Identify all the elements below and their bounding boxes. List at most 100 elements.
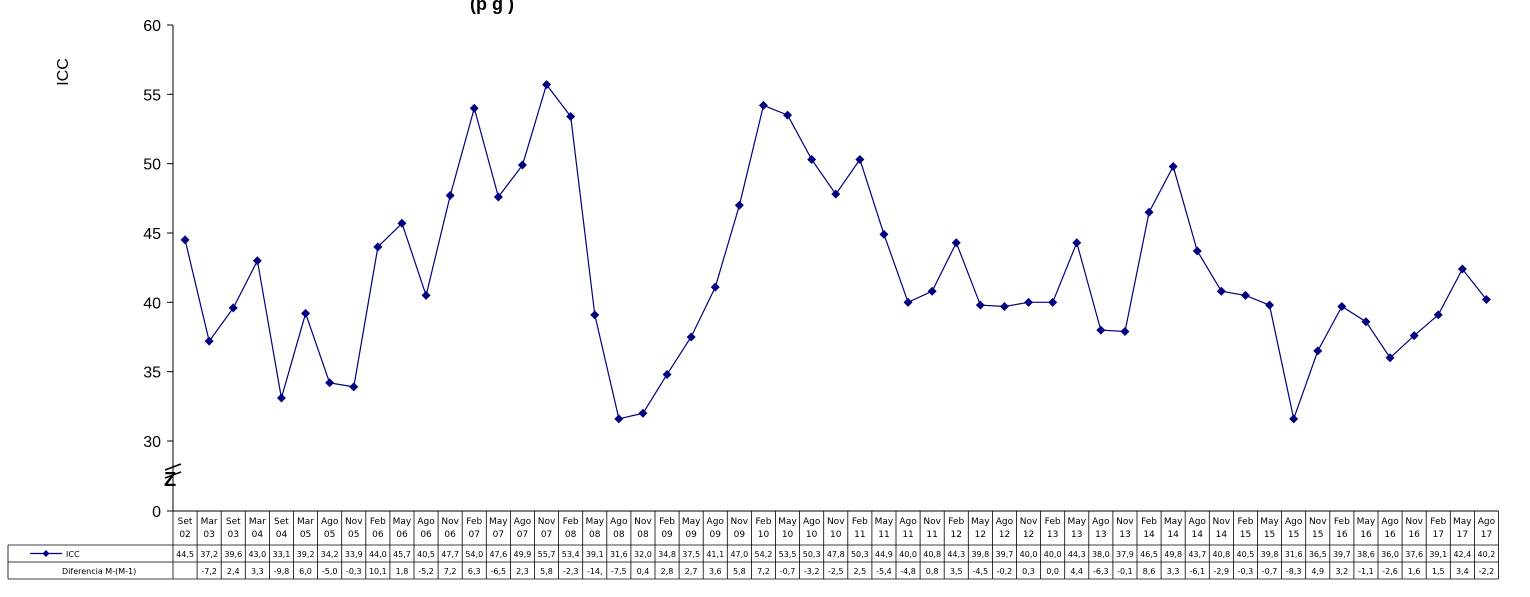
x-tick-label-year: 07 bbox=[493, 530, 504, 540]
x-tick-label-month: May bbox=[778, 517, 797, 527]
x-tick-label-year: 13 bbox=[1071, 530, 1082, 540]
x-tick-label-month: Ago bbox=[1092, 517, 1110, 527]
x-tick-label-year: 05 bbox=[324, 530, 335, 540]
x-tick-label-month: Mar bbox=[201, 517, 218, 527]
x-tick-label-year: 12 bbox=[975, 530, 986, 540]
table-cell-icc: 39,7 bbox=[1333, 550, 1351, 559]
x-tick-label-year: 10 bbox=[758, 530, 770, 540]
icc-data-point bbox=[614, 414, 624, 424]
x-tick-label-year: 09 bbox=[685, 530, 697, 540]
y-tick-label: 45 bbox=[143, 226, 161, 243]
y-axis: 0 30 35 40 45 50 55 60 bbox=[143, 18, 1499, 521]
y-tick-label: 0 bbox=[152, 504, 161, 521]
icc-data-point bbox=[1096, 325, 1106, 335]
x-tick-label-month: Ago bbox=[899, 517, 917, 527]
y-tick-label: 35 bbox=[143, 365, 161, 382]
icc-data-point bbox=[1240, 290, 1250, 300]
x-tick-label-year: 08 bbox=[613, 530, 625, 540]
table-cell-diff: 1,6 bbox=[1408, 567, 1421, 576]
x-tick-label-year: 09 bbox=[710, 530, 722, 540]
axis-break-mark: Z bbox=[164, 469, 176, 491]
x-tick-label-month: Feb bbox=[466, 517, 482, 527]
x-tick-label-month: Ago bbox=[514, 517, 532, 527]
x-tick-label-year: 05 bbox=[348, 530, 359, 540]
x-tick-label-month: May bbox=[489, 517, 508, 527]
x-tick-label-month: Feb bbox=[948, 517, 964, 527]
table-cell-diff: 4,9 bbox=[1311, 567, 1324, 576]
x-tick-label-month: Nov bbox=[345, 517, 363, 527]
x-tick-label-year: 07 bbox=[469, 530, 480, 540]
x-tick-label-month: Mar bbox=[249, 517, 266, 527]
icc-data-point bbox=[927, 286, 937, 296]
table-cell-icc: 37,9 bbox=[1116, 550, 1134, 559]
icc-data-point bbox=[807, 155, 817, 165]
table-cell-icc: 44,9 bbox=[875, 550, 893, 559]
x-tick-label-month: Nov bbox=[1405, 517, 1423, 527]
icc-data-point bbox=[590, 310, 600, 320]
x-tick-label-year: 15 bbox=[1240, 530, 1251, 540]
table-cell-diff: 7,2 bbox=[757, 567, 770, 576]
x-tick-label-year: 09 bbox=[661, 530, 673, 540]
x-tick-label-month: Nov bbox=[1213, 517, 1231, 527]
x-tick-label-year: 02 bbox=[179, 530, 190, 540]
y-tick-label: 30 bbox=[143, 434, 161, 451]
table-cell-icc: 39,1 bbox=[1429, 550, 1447, 559]
table-cell-diff: -1,1 bbox=[1358, 567, 1374, 576]
table-cell-icc: 40,8 bbox=[1212, 550, 1230, 559]
x-tick-label-month: Set bbox=[226, 517, 241, 527]
table-cell-diff: -7,5 bbox=[611, 567, 627, 576]
table-cell-diff: -5,0 bbox=[322, 567, 338, 576]
x-tick-label-month: Feb bbox=[370, 517, 386, 527]
x-tick-label-year: 13 bbox=[1047, 530, 1058, 540]
table-cell-icc: 53,4 bbox=[562, 550, 580, 559]
table-cell-diff: 3,5 bbox=[950, 567, 963, 576]
x-tick-label-year: 17 bbox=[1481, 530, 1492, 540]
table-cell-icc: 45,7 bbox=[393, 550, 411, 559]
table-cell-diff: 10,1 bbox=[369, 567, 387, 576]
x-tick-label-month: May bbox=[393, 517, 412, 527]
table-cell-diff: -0,1 bbox=[1117, 567, 1133, 576]
table-cell-diff: 3,6 bbox=[709, 567, 722, 576]
table-cell-diff: 1,5 bbox=[1432, 567, 1445, 576]
table-cell-icc: 40,0 bbox=[1020, 550, 1038, 559]
table-cell-diff: -2,2 bbox=[1479, 567, 1495, 576]
x-tick-label-month: Ago bbox=[321, 517, 339, 527]
x-tick-label-year: 10 bbox=[830, 530, 842, 540]
x-tick-label-month: Feb bbox=[1430, 517, 1446, 527]
x-tick-label-month: Feb bbox=[852, 517, 868, 527]
table-cell-icc: 38,6 bbox=[1357, 550, 1375, 559]
icc-data-point bbox=[373, 242, 383, 252]
table-cell-diff: 7,2 bbox=[444, 567, 457, 576]
table-cell-icc: 50,3 bbox=[803, 550, 821, 559]
table-cell-icc: 49,8 bbox=[1164, 550, 1182, 559]
table-cell-diff: -0,3 bbox=[346, 567, 362, 576]
icc-data-point bbox=[1385, 353, 1395, 363]
x-tick-label-year: 11 bbox=[854, 530, 865, 540]
icc-data-point bbox=[349, 382, 359, 392]
x-tick-label-month: Ago bbox=[610, 517, 628, 527]
x-tick-label-month: Set bbox=[178, 517, 193, 527]
table-cell-icc: 42,4 bbox=[1453, 550, 1471, 559]
table-cell-icc: 39,8 bbox=[1261, 550, 1279, 559]
x-tick-label-year: 16 bbox=[1336, 530, 1348, 540]
table-cell-diff: 2,5 bbox=[853, 567, 866, 576]
table-cell-icc: 40,0 bbox=[1044, 550, 1062, 559]
table-cell-icc: 37,5 bbox=[682, 550, 700, 559]
x-tick-label-month: Feb bbox=[1334, 517, 1350, 527]
icc-data-point bbox=[1024, 297, 1034, 307]
icc-series-line bbox=[184, 83, 1487, 422]
icc-data-point bbox=[1072, 238, 1082, 248]
table-cell-icc: 54,0 bbox=[465, 550, 483, 559]
x-tick-label-month: Ago bbox=[707, 517, 725, 527]
table-cell-icc: 44,3 bbox=[947, 550, 965, 559]
x-tick-label-month: May bbox=[1164, 517, 1183, 527]
x-tick-label-month: Feb bbox=[1141, 517, 1157, 527]
table-cell-diff: -6,1 bbox=[1189, 567, 1205, 576]
x-tick-label-month: May bbox=[875, 517, 894, 527]
table-cell-icc: 31,6 bbox=[1285, 550, 1303, 559]
table-cell-diff: -0,7 bbox=[780, 567, 796, 576]
table-cell-diff: 0,8 bbox=[926, 567, 939, 576]
x-tick-label-month: Nov bbox=[634, 517, 652, 527]
table-cell-icc: 44,5 bbox=[176, 550, 194, 559]
table-cell-diff: -2,6 bbox=[1382, 567, 1398, 576]
